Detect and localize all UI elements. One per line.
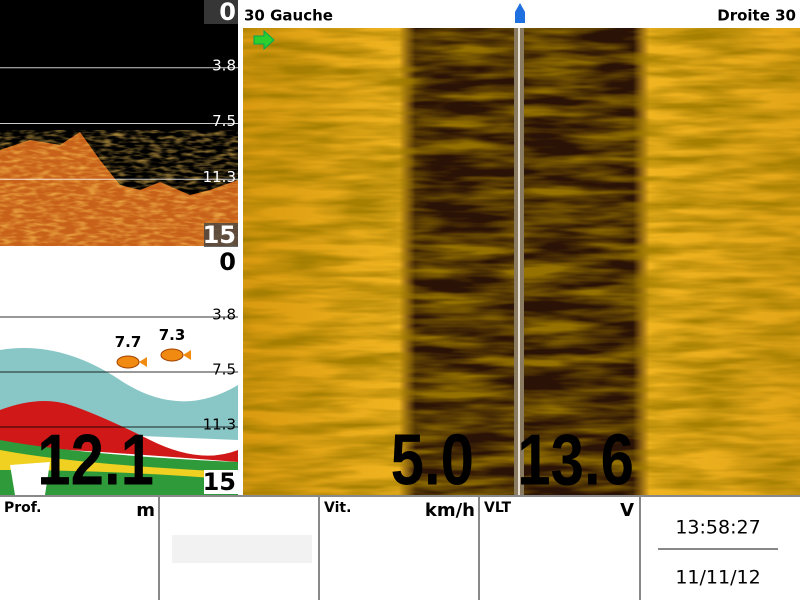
date: 11/11/12 <box>675 567 760 589</box>
right-range: Droite 30 <box>717 7 796 25</box>
center-line <box>518 28 520 495</box>
separators <box>0 495 800 600</box>
scale-box <box>204 223 238 247</box>
scale-box <box>204 470 238 494</box>
field-label: Prof. <box>4 500 41 516</box>
blank-field <box>172 535 312 563</box>
field-unit: V <box>620 500 634 521</box>
field-label: VLT <box>484 500 511 516</box>
field-unit: m <box>136 500 155 521</box>
field-unit: km/h <box>425 500 475 521</box>
depth-label: 15 <box>203 221 236 249</box>
field-value: 5.0 <box>391 420 474 500</box>
left-range: 30 Gauche <box>244 7 333 25</box>
arrow-icon <box>253 29 275 51</box>
depth-label: 7.5 <box>212 112 236 130</box>
boat-icon <box>515 3 525 23</box>
depth-label: 7.5 <box>212 361 236 379</box>
field-label: Vit. <box>324 500 351 516</box>
depth-label: 11.3 <box>203 168 236 186</box>
scale-box <box>204 0 238 24</box>
fish-depth: 7.7 <box>115 333 142 351</box>
depth-label: 3.8 <box>212 56 236 74</box>
divider <box>238 0 243 497</box>
fish-depth: 7.3 <box>159 326 186 344</box>
depth-label: 11.3 <box>203 416 236 434</box>
depth-label: 0 <box>219 0 236 26</box>
bottom-return <box>0 450 238 480</box>
bottom-gap <box>10 462 50 495</box>
field-value: 12.1 <box>37 420 154 500</box>
clock: 13:58:27 <box>675 517 760 539</box>
depth-label: 0 <box>219 248 236 276</box>
depth-label: 15 <box>203 468 236 496</box>
bottom-return <box>0 401 238 462</box>
divider <box>0 246 238 250</box>
scale-box <box>204 250 238 274</box>
return-texture <box>0 130 238 246</box>
depth-label: 3.8 <box>212 306 236 324</box>
field-value: 13.6 <box>517 420 634 500</box>
fish-icon <box>116 348 191 369</box>
status-bar <box>0 495 800 600</box>
